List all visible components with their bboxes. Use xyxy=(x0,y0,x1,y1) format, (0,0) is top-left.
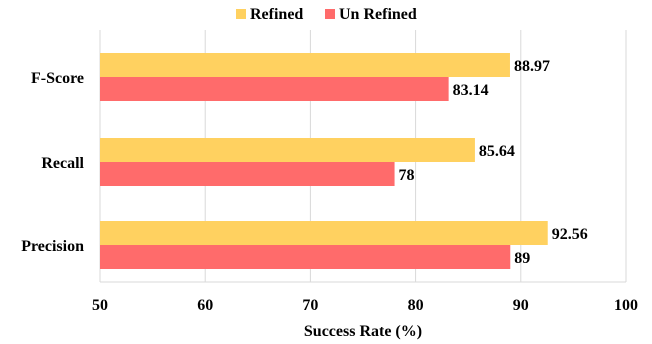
x-tick-label-100: 100 xyxy=(614,297,638,314)
x-tick-label-50: 50 xyxy=(92,297,108,314)
value-label: 92.56 xyxy=(552,226,588,243)
bar-f-score-unrefined xyxy=(100,77,449,101)
category-label-precision: Precision xyxy=(21,238,84,255)
value-label: 78 xyxy=(399,167,415,184)
category-label-recall: Recall xyxy=(41,155,84,172)
bar-recall-unrefined xyxy=(100,162,395,186)
category-label-f-score: F-Score xyxy=(31,70,84,87)
legend-swatch-0 xyxy=(236,9,246,19)
value-label: 89 xyxy=(514,250,530,267)
legend-label-1: Un Refined xyxy=(339,6,417,23)
value-label: 83.14 xyxy=(453,82,489,99)
legend-swatch-1 xyxy=(325,9,335,19)
bars: 88.97 83.14 85.64 78 92.56 89 xyxy=(100,53,588,269)
x-tick-label-70: 70 xyxy=(302,297,318,314)
x-axis-ticks: 50 60 70 80 90 100 xyxy=(92,297,638,314)
legend-label-0: Refined xyxy=(250,6,303,23)
bar-recall-refined xyxy=(100,138,475,162)
x-tick-label-80: 80 xyxy=(408,297,424,314)
x-axis-title: Success Rate (%) xyxy=(304,323,422,340)
value-label: 85.64 xyxy=(479,143,515,160)
bar-f-score-refined xyxy=(100,53,510,77)
bar-precision-unrefined xyxy=(100,245,511,269)
legend: Refined Un Refined xyxy=(236,6,417,23)
bar-precision-refined xyxy=(100,221,548,245)
category-labels: F-Score Recall Precision xyxy=(21,70,84,255)
x-tick-label-60: 60 xyxy=(197,297,213,314)
x-tick-label-90: 90 xyxy=(513,297,529,314)
value-label: 88.97 xyxy=(514,58,550,75)
